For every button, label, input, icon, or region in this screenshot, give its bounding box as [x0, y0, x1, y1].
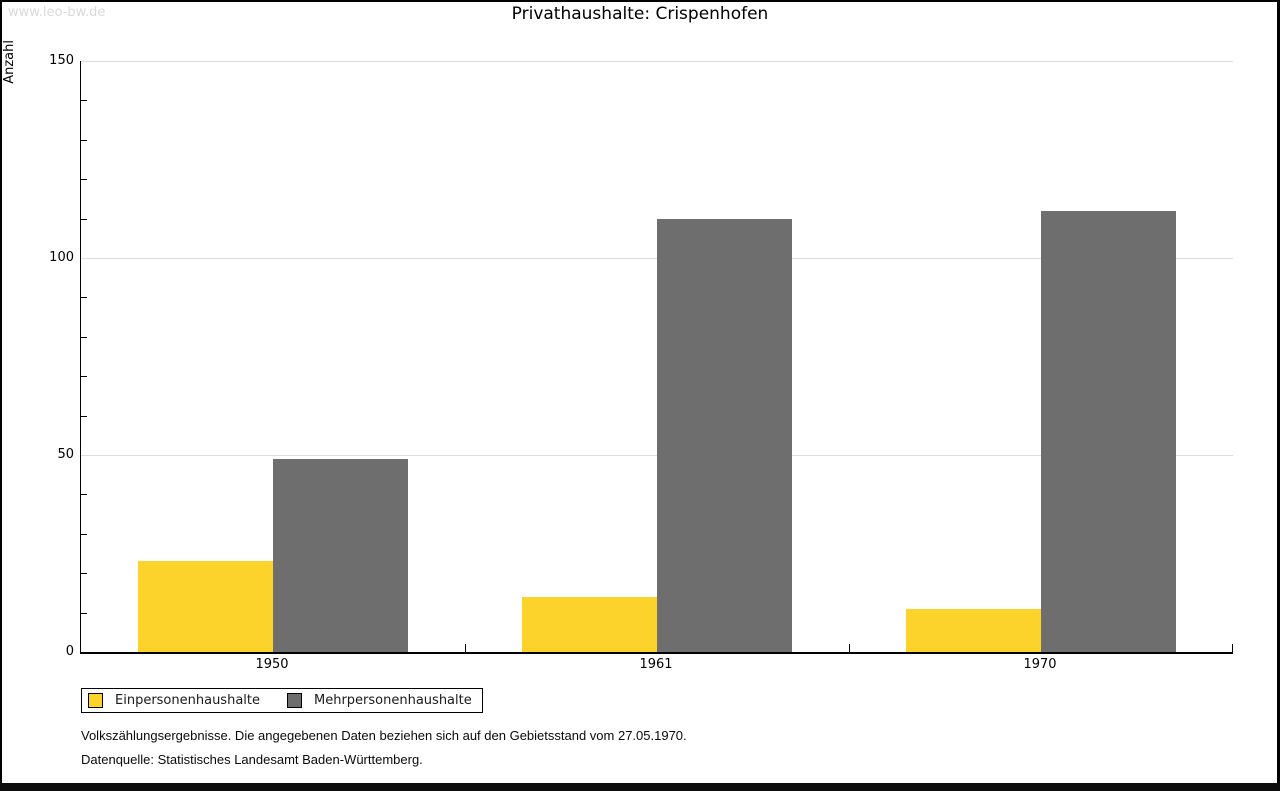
frame-border-top	[0, 0, 1280, 2]
y-axis-label: Anzahl	[2, 40, 17, 84]
y-axis-minor-tick	[81, 376, 87, 378]
y-tick-label-50: 50	[57, 447, 74, 462]
footnote-survey-note: Volkszählungsergebnisse. Die angegebenen…	[81, 728, 687, 743]
y-axis-minor-tick	[81, 100, 87, 102]
bar-1970-Einpersonenhaushalte	[906, 608, 1041, 652]
y-tick-label-150: 150	[49, 53, 74, 68]
y-axis-minor-tick	[81, 494, 87, 496]
y-tick-label-100: 100	[49, 250, 74, 265]
chart-title: Privathaushalte: Crispenhofen	[511, 4, 769, 24]
x-tick-label-1961: 1961	[639, 657, 673, 672]
legend-item: Einpersonenhaushalte	[88, 693, 260, 708]
y-axis-minor-tick	[81, 218, 87, 220]
frame-border-bottom	[0, 783, 1280, 791]
watermark: www.leo-bw.de	[8, 5, 106, 20]
x-axis-divider-tick	[849, 644, 850, 652]
y-axis-minor-tick	[81, 336, 87, 338]
footnote-data-source: Datenquelle: Statistisches Landesamt Bad…	[81, 752, 423, 767]
plot-area	[80, 61, 1233, 654]
legend-label: Mehrpersonenhaushalte	[314, 693, 472, 708]
legend-label: Einpersonenhaushalte	[115, 693, 260, 708]
y-axis-minor-tick	[81, 179, 87, 181]
y-axis-minor-tick	[81, 573, 87, 575]
frame-border-right	[1277, 0, 1280, 791]
legend-item: Mehrpersonenhaushalte	[287, 693, 472, 708]
bar-1950-Mehrpersonenhaushalte	[273, 458, 408, 652]
gridline-y-150	[81, 61, 1233, 62]
y-axis-minor-tick	[81, 612, 87, 614]
x-axis-divider-tick	[1232, 644, 1233, 652]
frame-border-left	[0, 0, 2, 791]
legend-swatch-icon	[287, 693, 302, 708]
y-axis-minor-tick	[81, 415, 87, 417]
bar-1950-Einpersonenhaushalte	[138, 561, 273, 652]
bar-1970-Mehrpersonenhaushalte	[1041, 210, 1176, 652]
bar-1961-Einpersonenhaushalte	[522, 596, 657, 652]
y-tick-label-0: 0	[65, 644, 74, 659]
legend-swatch-icon	[88, 693, 103, 708]
y-axis-minor-tick	[81, 533, 87, 535]
legend: Einpersonenhaushalte Mehrpersonenhaushalt…	[81, 688, 483, 713]
y-axis-minor-tick	[81, 297, 87, 299]
x-axis-divider-tick	[465, 644, 466, 652]
y-axis-minor-tick	[81, 139, 87, 141]
x-tick-label-1950: 1950	[255, 657, 289, 672]
bar-1961-Mehrpersonenhaushalte	[657, 218, 792, 652]
x-tick-label-1970: 1970	[1023, 657, 1057, 672]
